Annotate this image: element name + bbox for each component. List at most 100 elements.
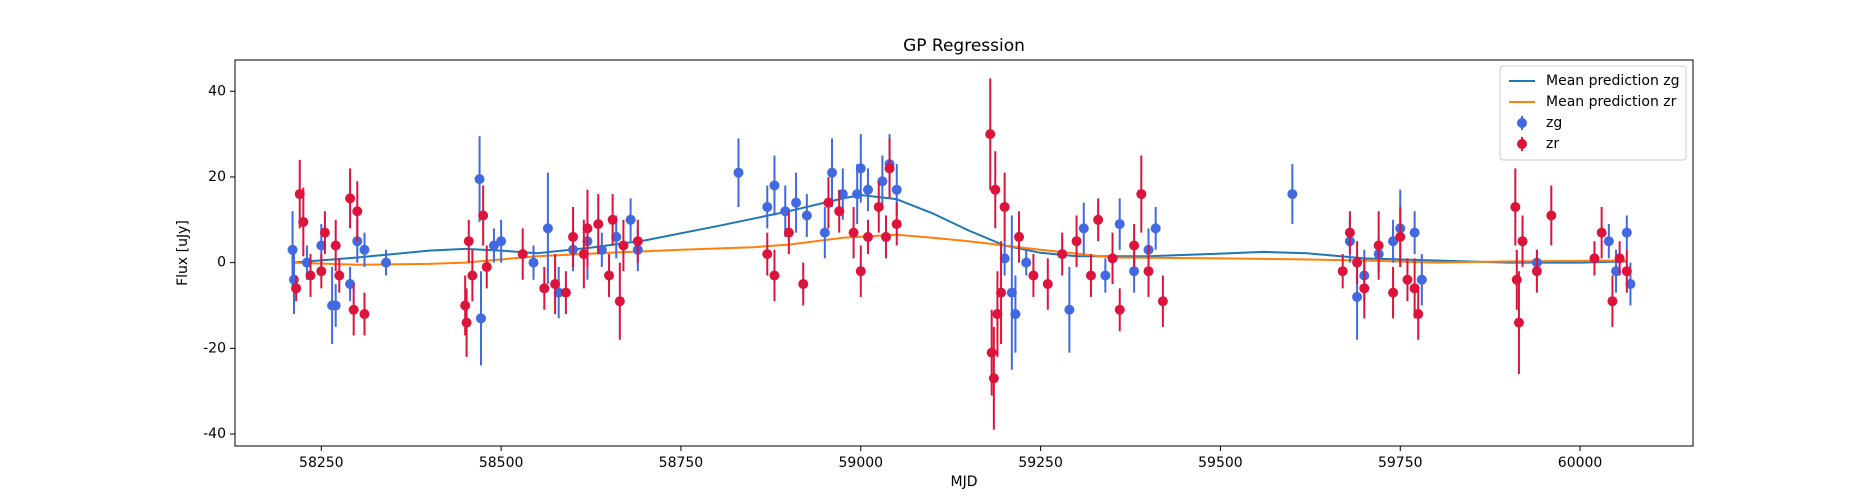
data-point bbox=[1603, 236, 1614, 247]
data-point bbox=[1513, 317, 1524, 328]
data-point bbox=[1614, 253, 1625, 264]
legend-label: zr bbox=[1546, 136, 1559, 152]
data-point bbox=[992, 309, 1003, 320]
point-series bbox=[287, 134, 1636, 370]
data-point bbox=[1531, 266, 1542, 277]
x-tick-label: 58750 bbox=[659, 455, 704, 471]
legend-label: Mean prediction zg bbox=[1546, 73, 1680, 89]
data-point bbox=[1517, 236, 1528, 247]
data-point bbox=[827, 167, 838, 178]
data-point bbox=[819, 227, 830, 238]
data-point bbox=[1028, 270, 1039, 281]
data-point bbox=[855, 163, 866, 174]
data-point bbox=[294, 189, 305, 200]
data-point bbox=[1621, 227, 1632, 238]
data-point bbox=[762, 249, 773, 260]
data-point bbox=[316, 266, 327, 277]
data-point bbox=[288, 274, 299, 285]
data-point bbox=[1416, 274, 1427, 285]
y-tick-label: 0 bbox=[217, 255, 226, 271]
chart-title: GP Regression bbox=[903, 36, 1025, 56]
data-point bbox=[1388, 287, 1399, 298]
legend-label: zg bbox=[1546, 115, 1562, 131]
data-point bbox=[1413, 309, 1424, 320]
data-point bbox=[891, 219, 902, 230]
point-series bbox=[291, 78, 1632, 430]
data-point bbox=[1352, 291, 1363, 302]
data-point bbox=[607, 214, 618, 225]
data-point bbox=[460, 300, 471, 311]
data-point bbox=[1589, 253, 1600, 264]
data-point bbox=[1596, 227, 1607, 238]
data-point bbox=[999, 201, 1010, 212]
data-point bbox=[783, 227, 794, 238]
data-point bbox=[791, 197, 802, 208]
x-axis-label: MJD bbox=[951, 474, 978, 490]
data-point bbox=[596, 244, 607, 255]
data-point bbox=[855, 266, 866, 277]
data-point bbox=[873, 201, 884, 212]
legend-box bbox=[1499, 65, 1687, 161]
data-point bbox=[1287, 189, 1298, 200]
data-point bbox=[985, 129, 996, 140]
data-point bbox=[352, 206, 363, 217]
data-point bbox=[348, 304, 359, 315]
data-point bbox=[769, 180, 780, 191]
data-point bbox=[1510, 201, 1521, 212]
data-point bbox=[568, 231, 579, 242]
data-point bbox=[801, 210, 812, 221]
data-point bbox=[862, 231, 873, 242]
data-point bbox=[780, 206, 791, 217]
data-point bbox=[593, 219, 604, 230]
data-point bbox=[345, 193, 356, 204]
legend-swatch bbox=[1517, 118, 1527, 128]
data-point bbox=[769, 270, 780, 281]
data-point bbox=[1352, 257, 1363, 268]
data-point bbox=[1064, 304, 1075, 315]
data-point bbox=[381, 257, 392, 268]
data-point bbox=[1150, 223, 1161, 234]
data-point bbox=[862, 184, 873, 195]
x-tick-label: 59750 bbox=[1378, 455, 1423, 471]
data-point bbox=[798, 279, 809, 290]
data-point bbox=[461, 317, 472, 328]
data-point bbox=[287, 244, 298, 255]
data-point bbox=[988, 373, 999, 384]
data-point bbox=[1625, 279, 1636, 290]
data-point bbox=[877, 176, 888, 187]
data-point bbox=[1129, 266, 1140, 277]
data-point bbox=[1071, 236, 1082, 247]
data-point bbox=[986, 347, 997, 358]
data-point bbox=[1344, 227, 1355, 238]
data-point bbox=[1057, 249, 1068, 260]
data-point bbox=[301, 257, 312, 268]
y-tick-label: 20 bbox=[208, 169, 226, 185]
data-point bbox=[539, 283, 550, 294]
data-point bbox=[1107, 253, 1118, 264]
data-point bbox=[1014, 231, 1025, 242]
legend-label: Mean prediction zr bbox=[1546, 94, 1677, 110]
data-point bbox=[582, 223, 593, 234]
data-point bbox=[891, 184, 902, 195]
data-point bbox=[1611, 266, 1622, 277]
data-point bbox=[1511, 274, 1522, 285]
data-point bbox=[1607, 296, 1618, 307]
data-point bbox=[611, 231, 622, 242]
data-point bbox=[1402, 274, 1413, 285]
data-point bbox=[625, 214, 636, 225]
data-point bbox=[496, 236, 507, 247]
data-point bbox=[334, 270, 345, 281]
data-point bbox=[330, 240, 341, 251]
data-point bbox=[463, 236, 474, 247]
data-point bbox=[488, 240, 499, 251]
data-point bbox=[1085, 270, 1096, 281]
data-point bbox=[578, 249, 589, 260]
data-point bbox=[852, 189, 863, 200]
data-point bbox=[542, 223, 553, 234]
data-point bbox=[1373, 240, 1384, 251]
data-point bbox=[550, 279, 561, 290]
x-tick-label: 58250 bbox=[299, 455, 344, 471]
data-point bbox=[1136, 189, 1147, 200]
data-point bbox=[1010, 309, 1021, 320]
data-point bbox=[632, 236, 643, 247]
